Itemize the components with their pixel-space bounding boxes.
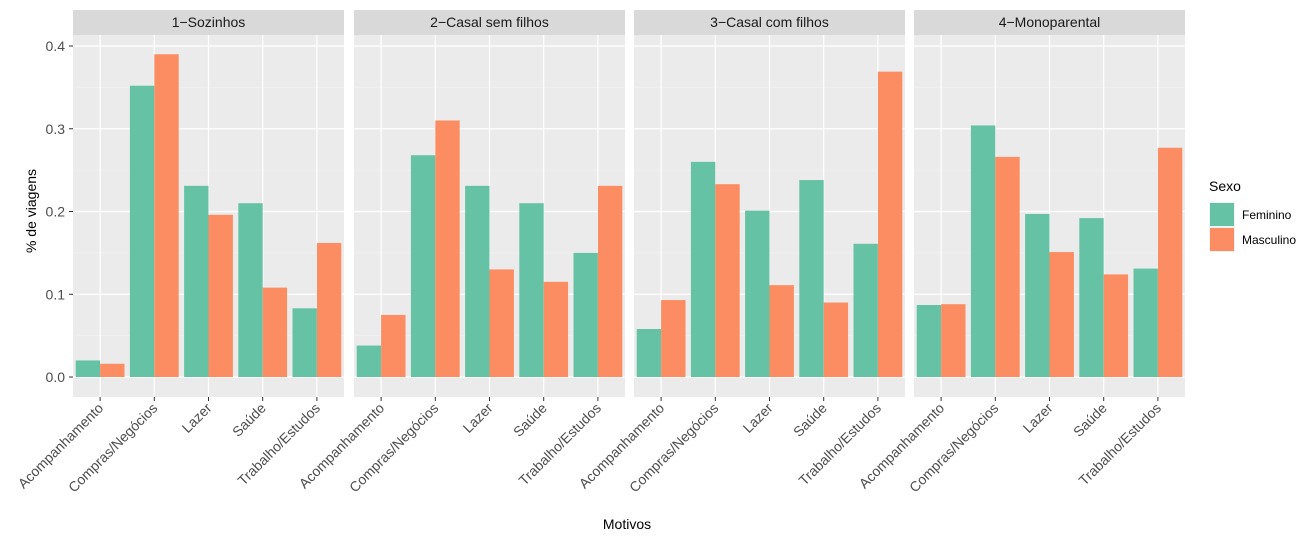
bar-feminino bbox=[745, 210, 770, 377]
bar-feminino bbox=[636, 329, 662, 377]
x-tick-label: Lazer bbox=[1020, 400, 1056, 436]
bar-masculino bbox=[1103, 274, 1129, 377]
bar-feminino bbox=[465, 185, 490, 377]
bar-feminino bbox=[916, 305, 942, 377]
y-tick-label: 0.3 bbox=[46, 121, 66, 137]
bar-masculino bbox=[769, 285, 794, 377]
y-axis: 0.0 0.1 0.2 0.3 0.4 bbox=[46, 38, 73, 385]
x-tick-label: Lazer bbox=[740, 400, 776, 436]
bar-masculino bbox=[941, 304, 966, 377]
panel: 1−SozinhosAcompanhamentoCompras/Negócios… bbox=[15, 10, 344, 495]
x-tick-label: Saúde bbox=[1070, 400, 1110, 440]
bar-masculino bbox=[661, 300, 686, 377]
panel-title: 1−Sozinhos bbox=[172, 14, 246, 30]
bar-feminino bbox=[75, 360, 101, 377]
x-tick-label: Saúde bbox=[229, 400, 269, 440]
legend-title: Sexo bbox=[1209, 178, 1241, 194]
panel-strip bbox=[73, 10, 344, 35]
bar-feminino bbox=[129, 85, 155, 377]
bar-feminino bbox=[238, 203, 263, 377]
legend-swatch-feminino bbox=[1210, 203, 1234, 226]
panel-title: 2−Casal sem filhos bbox=[430, 14, 549, 30]
bar-feminino bbox=[799, 180, 824, 377]
bar-feminino bbox=[1025, 213, 1050, 377]
bar-feminino bbox=[573, 252, 598, 377]
x-axis-title: Motivos bbox=[603, 516, 651, 532]
chart-panels: 1−SozinhosAcompanhamentoCompras/Negócios… bbox=[15, 10, 1185, 495]
bar-masculino bbox=[262, 287, 288, 377]
bar-masculino bbox=[100, 363, 125, 377]
bar-masculino bbox=[435, 120, 460, 377]
bar-masculino bbox=[877, 71, 903, 377]
y-tick-label: 0.1 bbox=[46, 286, 66, 302]
x-tick-label: Lazer bbox=[179, 400, 215, 436]
panel-strip bbox=[634, 10, 905, 35]
y-axis-title: % de viagens bbox=[23, 169, 39, 253]
bar-masculino bbox=[597, 185, 623, 377]
bar-feminino bbox=[410, 155, 436, 377]
bar-feminino bbox=[853, 243, 878, 377]
bar-feminino bbox=[519, 203, 544, 377]
panel-title: 3−Casal com filhos bbox=[710, 14, 829, 30]
bar-feminino bbox=[1079, 218, 1104, 377]
panel-strip bbox=[914, 10, 1185, 35]
bar-feminino bbox=[690, 161, 716, 377]
bar-masculino bbox=[489, 269, 514, 377]
legend: Sexo Feminino Masculino bbox=[1209, 178, 1296, 252]
legend-label-masculino: Masculino bbox=[1242, 233, 1296, 247]
legend-swatch-masculino bbox=[1210, 228, 1234, 251]
panel: 2−Casal sem filhosAcompanhamentoCompras/… bbox=[296, 10, 625, 495]
y-tick-label: 0.2 bbox=[46, 204, 66, 220]
y-tick-label: 0.4 bbox=[46, 38, 66, 54]
bar-masculino bbox=[154, 54, 179, 378]
bar-feminino bbox=[970, 125, 996, 377]
bar-feminino bbox=[356, 345, 382, 377]
bar-feminino bbox=[292, 308, 317, 377]
y-tick-label: 0.0 bbox=[46, 369, 66, 385]
panel-title: 4−Monoparental bbox=[999, 14, 1101, 30]
bar-masculino bbox=[823, 302, 849, 377]
bar-feminino bbox=[184, 185, 209, 377]
bar-masculino bbox=[543, 281, 569, 377]
bar-masculino bbox=[1157, 147, 1183, 377]
bar-masculino bbox=[316, 242, 342, 377]
bar-masculino bbox=[715, 184, 740, 377]
bar-masculino bbox=[995, 156, 1020, 377]
panel-strip bbox=[354, 10, 625, 35]
bar-masculino bbox=[381, 314, 406, 377]
legend-label-feminino: Feminino bbox=[1242, 208, 1292, 222]
x-tick-label: Saúde bbox=[510, 400, 550, 440]
bar-masculino bbox=[208, 214, 233, 377]
x-tick-label: Lazer bbox=[460, 400, 496, 436]
bar-feminino bbox=[1133, 268, 1158, 377]
x-tick-label: Saúde bbox=[790, 400, 830, 440]
bar-masculino bbox=[1049, 252, 1074, 377]
